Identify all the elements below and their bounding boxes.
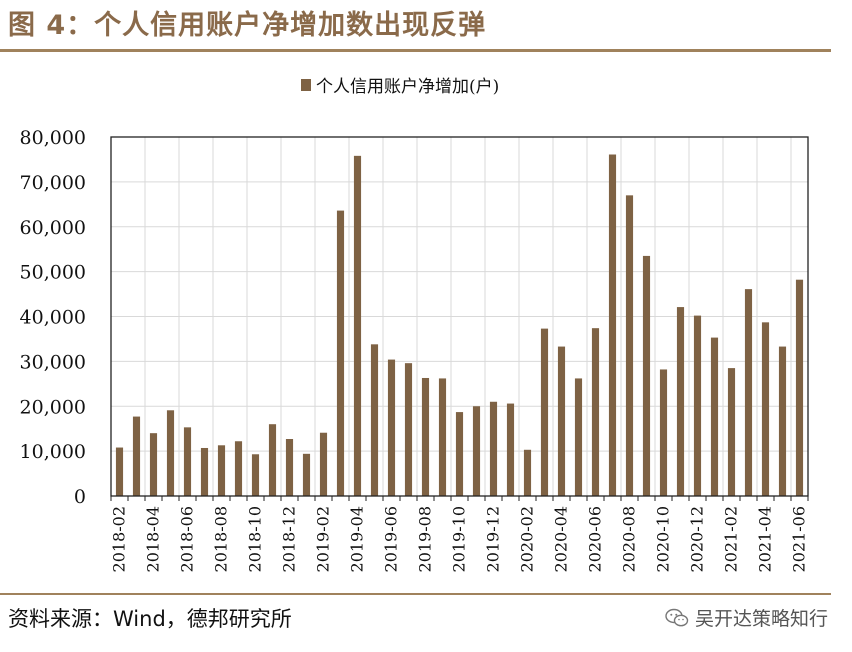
y-tick-label: 60,000 (20, 217, 86, 239)
x-tick-label: 2018-12 (280, 506, 299, 572)
x-tick-label: 2020-12 (688, 506, 707, 572)
y-tick-label: 80,000 (20, 127, 86, 149)
x-tick-label: 2021-02 (722, 506, 741, 572)
bar-2019-08 (421, 377, 430, 496)
bar-2019-04 (353, 155, 362, 496)
x-tick-label: 2018-04 (144, 506, 163, 572)
legend: 个人信用账户净增加(户) (301, 77, 499, 97)
bar-2020-08 (625, 195, 634, 496)
bar-2019-09 (438, 378, 447, 496)
source-note: 资料来源：Wind，德邦研究所 (8, 607, 292, 631)
y-tick-label: 70,000 (20, 172, 86, 194)
bar-2021-03 (744, 289, 753, 496)
bar-2020-03 (540, 328, 549, 496)
bar-2020-01 (506, 403, 515, 496)
bar-2020-12 (693, 315, 702, 496)
bar-2019-02 (319, 432, 328, 496)
title-rule (0, 49, 831, 52)
bar-2018-10 (251, 454, 260, 496)
x-tick-label: 2020-08 (620, 506, 639, 572)
y-tick-label: 30,000 (20, 351, 86, 373)
bar-2018-03 (132, 416, 141, 496)
watermark: 吴开达策略知行 (665, 604, 828, 631)
bar-2020-09 (642, 255, 651, 496)
bar-2021-05 (778, 346, 787, 496)
x-tick-label: 2019-08 (416, 506, 435, 572)
bar-2020-04 (557, 346, 566, 496)
bar-2019-06 (387, 359, 396, 496)
y-tick-labels: 0 10,000 20,000 30,000 40,000 50,000 60,000 70,… (20, 127, 86, 508)
bar-2018-08 (217, 445, 226, 496)
bar-2020-05 (574, 378, 583, 496)
bar-chart: 个人信用账户净增加(户) 0 10,000 20,000 30,000 40,000 50… (20, 77, 809, 572)
y-tick-label: 50,000 (20, 262, 86, 284)
bars (115, 154, 804, 496)
plot-frame (110, 136, 809, 497)
x-tick-label: 2020-02 (518, 506, 537, 572)
wechat-icon (665, 608, 689, 626)
figure-title: 图 4：个人信用账户净增加数出现反弹 (8, 10, 487, 41)
bar-2018-04 (149, 433, 158, 496)
bar-2018-11 (268, 424, 277, 496)
x-tick-label: 2018-06 (178, 506, 197, 572)
bar-2021-01 (710, 337, 719, 496)
bar-2018-06 (183, 427, 192, 496)
legend-label: 个人信用账户净增加(户) (316, 77, 499, 97)
bar-2018-07 (200, 447, 209, 496)
gridlines (110, 136, 808, 496)
x-tick-label: 2020-10 (654, 506, 673, 572)
y-tick-label: 10,000 (20, 441, 86, 463)
x-tick-labels: 2018-02 2018-04 2018-06 2018-08 2018-10 2018-… (110, 506, 809, 572)
axes (110, 136, 809, 501)
bar-2018-05 (166, 410, 175, 496)
x-tick-label: 2019-04 (348, 506, 367, 572)
bar-2019-11 (472, 406, 481, 496)
bar-2020-07 (608, 154, 617, 496)
watermark-text: 吴开达策略知行 (694, 608, 828, 630)
bar-2019-10 (455, 412, 464, 496)
x-tick-label: 2018-08 (212, 506, 231, 572)
bar-2019-12 (489, 401, 498, 496)
x-tick-label: 2019-02 (314, 506, 333, 572)
bar-2020-10 (659, 369, 668, 496)
bar-2019-07 (404, 363, 413, 496)
x-tick-label: 2018-02 (110, 506, 129, 572)
bar-2020-06 (591, 328, 600, 496)
bar-2020-11 (676, 307, 685, 496)
bar-2021-02 (727, 368, 736, 496)
bar-2021-06 (795, 279, 804, 496)
x-tick-label: 2019-10 (450, 506, 469, 572)
bar-2021-04 (761, 322, 770, 496)
bar-2018-12 (285, 439, 294, 496)
y-tick-label: 40,000 (20, 307, 86, 329)
bar-2019-05 (370, 344, 379, 496)
y-tick-label: 0 (74, 486, 86, 508)
legend-swatch (301, 79, 311, 91)
x-tick-label: 2019-06 (382, 506, 401, 572)
bar-2019-01 (302, 453, 311, 496)
bar-2018-02 (115, 447, 124, 496)
x-tick-label: 2019-12 (484, 506, 503, 572)
x-tick-label: 2020-04 (552, 506, 571, 572)
x-tick-label: 2021-06 (790, 506, 809, 572)
x-tick-label: 2020-06 (586, 506, 605, 572)
x-tick-label: 2018-10 (246, 506, 265, 572)
y-tick-label: 20,000 (20, 396, 86, 418)
bar-2020-02 (523, 449, 532, 496)
x-tick-label: 2021-04 (756, 506, 775, 572)
bar-2019-03 (336, 210, 345, 496)
bar-2018-09 (234, 441, 243, 496)
source-rule (0, 593, 831, 595)
